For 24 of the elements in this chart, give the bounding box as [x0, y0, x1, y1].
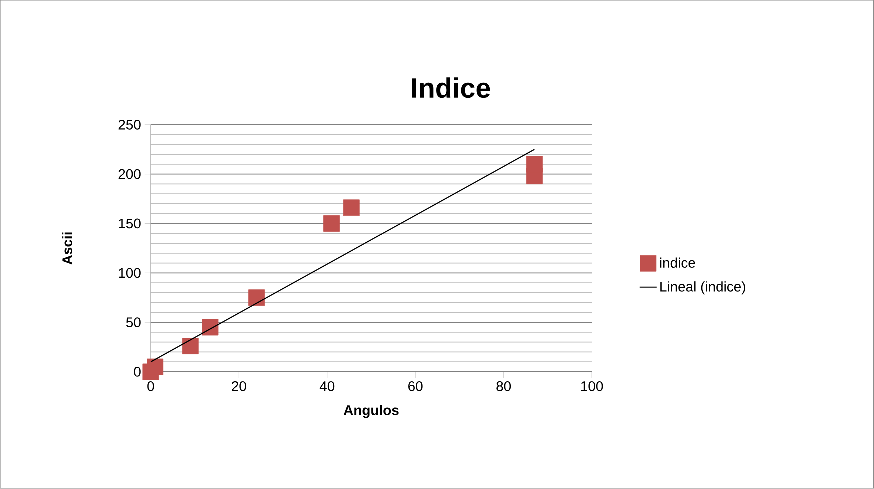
y-tick-label: 150 [119, 218, 141, 229]
y-tick-label: 250 [118, 120, 141, 130]
point [324, 216, 340, 232]
x-tick-label: 20 [232, 382, 246, 392]
x-tick-label: 100 [581, 382, 604, 392]
x-tick-label: 40 [320, 382, 335, 392]
point [202, 319, 219, 336]
x-tick-label: 60 [408, 382, 423, 392]
point [182, 338, 199, 355]
point [147, 358, 164, 376]
y-tick-label: 50 [126, 318, 141, 328]
x-axis-title: Angulos [344, 405, 399, 418]
y-tick-label: 100 [119, 268, 141, 278]
point [343, 200, 360, 216]
y-tick-label: 0 [134, 367, 141, 377]
point [526, 156, 543, 173]
chart-title: Indice [412, 78, 490, 98]
legend-label: Lineal (indice) [660, 282, 746, 295]
y-tick-label: 200 [118, 169, 141, 180]
legend-label: indice [660, 258, 696, 268]
point [248, 290, 266, 306]
x-tick-label: 80 [496, 382, 512, 392]
x-tick-label: 0 [148, 382, 154, 392]
y-axis-title: Ascii [62, 232, 72, 265]
